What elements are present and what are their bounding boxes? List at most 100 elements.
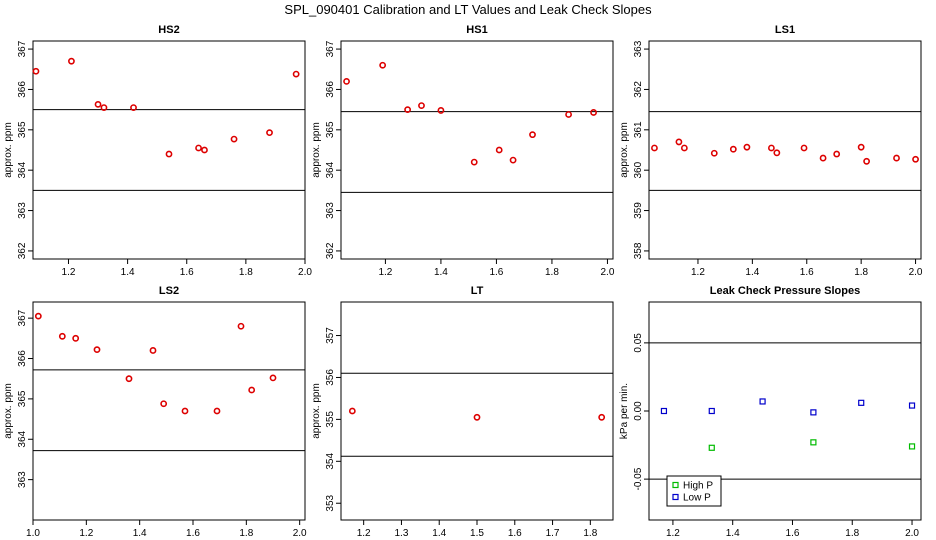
data-point [729,145,737,153]
data-point [58,332,66,340]
x-tick-label: 1.8 [583,528,597,539]
x-tick-label: 1.5 [470,528,484,539]
x-tick-label: 2.0 [905,528,919,539]
panel-title: HS2 [158,24,179,36]
panel-5: LT approx. ppm 1.2 1.3 1.4 1.5 1.6 1.7 1.8 353 354… [311,285,614,539]
y-tick-label: 360 [633,161,644,178]
data-point [759,398,766,405]
data-point [768,144,775,152]
x-tick-label: 1.6 [180,267,194,278]
panel-title: Leak Check Pressure Slopes [710,285,860,297]
data-point [773,149,781,157]
x-tick-label: 1.4 [726,528,740,539]
panel-4: LS2 approx. ppm 1.0 1.2 1.4 1.6 1.8 2.0 363 364 36… [3,285,307,539]
y-tick-label: 367 [325,40,336,57]
x-tick-label: 1.4 [434,267,448,278]
legend-marker [672,493,679,501]
data-point [125,375,133,383]
data-point [213,407,221,415]
data-point [708,407,715,415]
data-point [230,135,238,143]
y-tick-label: 365 [17,390,28,407]
data-point [908,402,916,409]
y-tick-label: 361 [633,121,644,138]
panel-title: HS1 [466,24,487,36]
y-tick-label: 363 [325,202,336,219]
y-tick-label: 364 [17,430,28,447]
y-axis-label: approx. ppm [3,383,14,439]
y-tick-label: 364 [17,161,28,178]
data-point [68,57,75,65]
data-point [32,67,40,75]
data-point [660,407,668,415]
data-point [675,138,683,146]
x-tick-label: 1.4 [745,267,759,278]
plot-frame [32,40,306,260]
data-point [404,106,412,114]
data-point [292,70,300,78]
x-tick-label: 1.2 [79,528,93,539]
data-point [651,144,658,152]
x-tick-label: 1.2 [666,528,680,539]
data-point [800,144,808,152]
x-tick-label: 1.2 [378,267,392,278]
data-point [857,143,865,151]
figure-title: SPL_090401 Calibration and LT Values and… [284,2,652,17]
data-point [181,407,189,415]
x-tick-label: 1.7 [546,528,560,539]
x-tick-label: 2.0 [600,267,614,278]
data-point [819,154,827,162]
y-axis-label: approx. ppm [311,383,322,439]
data-point [379,61,387,69]
y-tick-label: 365 [17,121,28,138]
data-point [418,102,425,109]
x-tick-label: 1.2 [357,528,371,539]
y-tick-label: 364 [325,161,336,178]
plot-frame [340,301,614,521]
y-tick-label: 367 [17,40,28,57]
data-point [165,150,173,158]
data-point [833,150,841,158]
data-point [248,386,256,394]
y-tick-label: 363 [17,202,28,219]
y-tick-label: 367 [17,309,28,326]
data-point [343,77,350,85]
y-tick-label: 362 [325,242,336,259]
y-tick-label: 356 [325,369,336,386]
data-point [708,444,715,451]
y-tick-label: 353 [325,494,336,511]
x-tick-label: 1.2 [691,267,705,278]
data-point [565,111,572,118]
data-point [201,146,208,154]
x-tick-label: 1.6 [508,528,522,539]
plot-frame [32,301,306,521]
plot-frame [648,40,922,260]
data-point [269,374,277,382]
data-point [495,146,503,154]
data-point [130,104,137,112]
y-tick-label: 359 [633,202,644,219]
data-point [160,400,168,408]
panel-title: LS1 [775,24,795,36]
y-tick-label: -0.05 [633,467,644,490]
data-point [858,399,865,406]
x-tick-label: 1.3 [394,528,408,539]
x-tick-label: 1.8 [239,528,253,539]
x-tick-label: 1.4 [121,267,135,278]
x-tick-label: 1.8 [845,528,859,539]
x-tick-label: 1.6 [186,528,200,539]
y-tick-label: 358 [633,242,644,259]
y-tick-label: 362 [17,242,28,259]
y-tick-label: 0.05 [633,333,644,353]
x-tick-label: 1.8 [545,267,559,278]
x-tick-label: 1.0 [26,528,40,539]
data-point [473,413,481,421]
data-point [266,129,273,137]
data-point [94,100,102,108]
data-point [93,346,101,354]
panel-title: LS2 [159,285,179,297]
x-tick-label: 1.6 [786,528,800,539]
plot-frame [340,40,614,260]
data-point [598,413,606,421]
